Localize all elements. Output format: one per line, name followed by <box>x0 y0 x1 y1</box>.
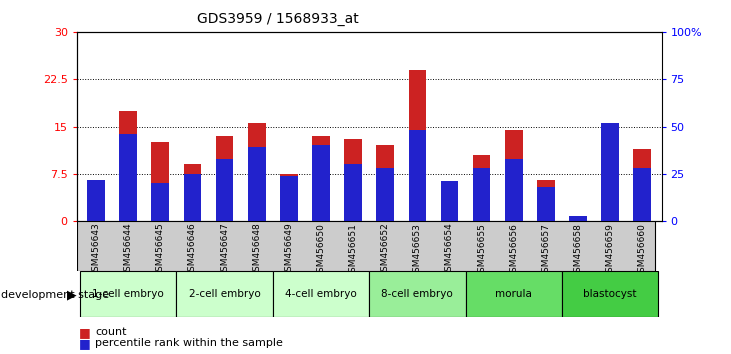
Bar <box>183 164 201 221</box>
Bar <box>634 168 651 221</box>
Bar <box>119 134 137 221</box>
Bar <box>216 159 233 221</box>
Text: 1-cell embryo: 1-cell embryo <box>92 289 164 299</box>
Bar <box>634 149 651 221</box>
Bar <box>183 174 201 221</box>
Bar <box>176 271 273 317</box>
Bar <box>273 271 369 317</box>
Bar <box>602 123 619 221</box>
Bar <box>537 180 555 221</box>
Text: GSM456660: GSM456660 <box>637 223 647 278</box>
Text: 4-cell embryo: 4-cell embryo <box>285 289 357 299</box>
Bar <box>409 70 426 221</box>
Text: GSM456657: GSM456657 <box>542 223 550 278</box>
Bar <box>248 124 265 221</box>
Bar <box>409 130 426 221</box>
Text: ■: ■ <box>79 337 91 350</box>
Bar <box>312 136 330 221</box>
Text: GSM456651: GSM456651 <box>349 223 357 278</box>
Bar <box>473 168 491 221</box>
Text: GSM456648: GSM456648 <box>252 223 261 278</box>
Bar <box>80 271 176 317</box>
Text: 2-cell embryo: 2-cell embryo <box>189 289 260 299</box>
Text: GSM456643: GSM456643 <box>91 223 101 278</box>
Text: GSM456655: GSM456655 <box>477 223 486 278</box>
Text: GSM456658: GSM456658 <box>574 223 583 278</box>
Bar <box>151 142 169 221</box>
Text: GSM456647: GSM456647 <box>220 223 229 278</box>
Bar <box>280 176 298 221</box>
Text: GDS3959 / 1568933_at: GDS3959 / 1568933_at <box>197 12 359 27</box>
Bar <box>466 271 562 317</box>
Bar <box>151 183 169 221</box>
Bar <box>505 159 523 221</box>
Bar <box>602 130 619 221</box>
Text: ▶: ▶ <box>67 288 77 301</box>
Text: GSM456649: GSM456649 <box>284 223 293 278</box>
Bar <box>376 168 394 221</box>
Text: percentile rank within the sample: percentile rank within the sample <box>95 338 283 348</box>
Text: GSM456656: GSM456656 <box>510 223 518 278</box>
Text: GSM456645: GSM456645 <box>156 223 164 278</box>
Text: count: count <box>95 327 126 337</box>
Text: blastocyst: blastocyst <box>583 289 637 299</box>
Bar <box>87 179 105 221</box>
Bar <box>87 199 105 221</box>
Bar <box>569 216 587 221</box>
Bar <box>119 111 137 221</box>
Text: GSM456653: GSM456653 <box>413 223 422 278</box>
Text: GSM456652: GSM456652 <box>381 223 390 278</box>
Text: morula: morula <box>496 289 532 299</box>
Text: GSM456650: GSM456650 <box>317 223 325 278</box>
Bar <box>280 174 298 221</box>
Bar <box>248 147 265 221</box>
Text: 8-cell embryo: 8-cell embryo <box>382 289 453 299</box>
Bar <box>312 145 330 221</box>
Bar <box>569 218 587 221</box>
Bar <box>505 130 523 221</box>
Text: GSM456654: GSM456654 <box>445 223 454 278</box>
Bar <box>473 155 491 221</box>
Bar <box>216 136 233 221</box>
Bar <box>344 164 362 221</box>
Bar <box>369 271 466 317</box>
Bar <box>344 139 362 221</box>
Bar <box>441 182 458 221</box>
Text: GSM456646: GSM456646 <box>188 223 197 278</box>
Bar <box>376 145 394 221</box>
Text: GSM456659: GSM456659 <box>606 223 615 278</box>
Text: GSM456644: GSM456644 <box>124 223 132 278</box>
Bar <box>562 271 659 317</box>
Text: development stage: development stage <box>1 290 110 299</box>
Text: ■: ■ <box>79 326 91 338</box>
Bar <box>441 193 458 221</box>
Bar <box>537 187 555 221</box>
